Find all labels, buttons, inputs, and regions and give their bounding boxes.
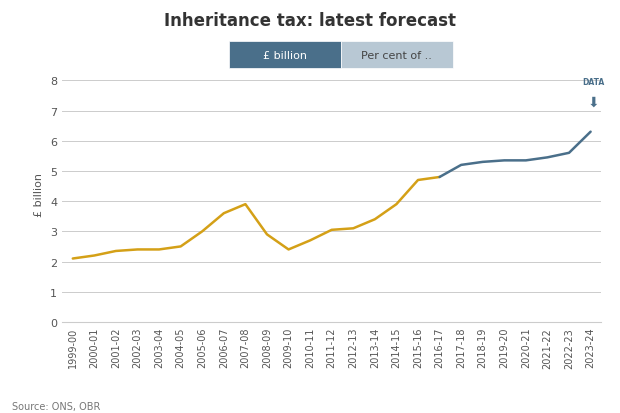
Y-axis label: £ billion: £ billion <box>35 172 45 216</box>
Text: £ billion: £ billion <box>264 51 307 61</box>
Text: ⬇: ⬇ <box>588 95 599 109</box>
Text: Per cent of ..: Per cent of .. <box>361 51 432 61</box>
Text: Inheritance tax: latest forecast: Inheritance tax: latest forecast <box>164 12 456 30</box>
Text: Source: ONS, OBR: Source: ONS, OBR <box>12 401 101 411</box>
Text: DATA: DATA <box>582 78 604 87</box>
